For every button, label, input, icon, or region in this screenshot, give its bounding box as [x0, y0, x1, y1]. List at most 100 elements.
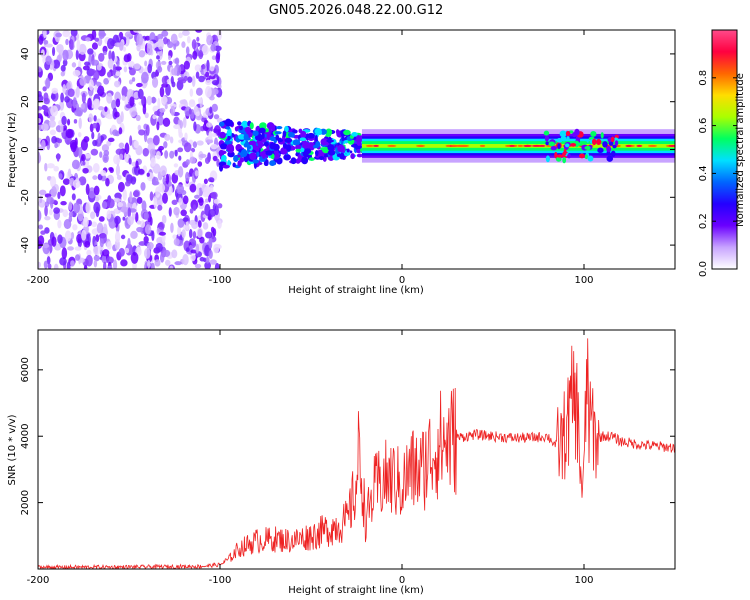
spectrogram-noise-blob	[53, 165, 59, 172]
spectrogram-signal-blob	[218, 150, 227, 155]
spectrogram-noise-blob	[38, 35, 44, 45]
spectrogram-noise-blob	[190, 249, 198, 254]
spectrogram-noise-blob	[57, 234, 63, 244]
snr-x-tick-label: -100	[209, 575, 232, 586]
spectrogram-noise-blob	[86, 249, 92, 256]
spectrogram-noise-blob	[57, 191, 61, 200]
spectrogram-noise-blob	[124, 180, 131, 187]
spectrogram-perturbation-blob	[554, 151, 558, 159]
spectrogram-noise-blob	[214, 262, 220, 269]
spectrogram-signal-blob	[219, 131, 226, 139]
spectrogram-noise-blob	[159, 107, 166, 113]
spectrogram-signal-blob	[226, 129, 232, 137]
spectrogram-noise-blob	[206, 59, 210, 72]
spectrogram-signal-blob	[299, 137, 307, 142]
spectrogram-noise-blob	[62, 59, 68, 67]
spectrogram-signal-blob	[271, 123, 276, 132]
spectrogram-noise-blob	[80, 103, 85, 110]
spectrogram-noise-blob	[42, 86, 47, 92]
spectrogram-perturbation-blob	[587, 155, 594, 162]
snr-x-tick-label: 0	[399, 575, 405, 586]
spectrogram-noise-blob	[67, 88, 75, 97]
spectrogram-peak	[373, 144, 379, 147]
spectrogram-noise-blob	[182, 253, 189, 266]
spectrogram-perturbation-blob	[602, 141, 608, 148]
spectrogram-noise-blob	[135, 114, 141, 122]
spectrogram-noise-blob	[185, 159, 190, 166]
spectrogram-signal-blob	[265, 150, 273, 156]
snr-x-tick-label: 100	[574, 575, 593, 586]
spectrogram-noise-blob	[68, 201, 73, 211]
spectrogram-noise-blob	[106, 210, 112, 220]
spectrogram-noise-blob	[172, 234, 177, 239]
spectrogram-noise-blob	[133, 140, 139, 149]
spectrogram-noise-blob	[93, 254, 100, 262]
spectrogram-noise-blob	[189, 219, 196, 226]
spectrogram-signal-blob	[318, 156, 325, 161]
spectrogram-noise-blob	[92, 139, 98, 147]
spectrogram-perturbation-blob	[565, 130, 571, 137]
spectrogram-noise-blob	[107, 71, 112, 78]
spectrogram-noise-blob	[38, 66, 42, 73]
spectrogram-noise-blob	[106, 241, 112, 250]
spectrogram-noise-blob	[56, 153, 60, 162]
spectrogram-noise-blob	[69, 139, 78, 150]
spectrogram-noise-blob	[107, 38, 115, 50]
spectrogram-noise-blob	[181, 229, 186, 238]
spectrogram-noise-blob	[94, 84, 98, 92]
spectrogram-noise-blob	[94, 37, 100, 42]
spectrogram-noise-blob	[121, 95, 126, 101]
spectrogram-noise-blob	[49, 129, 56, 136]
spectrogram-noise-blob	[43, 39, 49, 45]
spectrogram-noise-blob	[76, 39, 81, 52]
spectrogram-perturbation-blob	[559, 130, 567, 138]
spectrogram-noise-blob	[171, 199, 178, 206]
spectrogram-noise-blob	[173, 163, 179, 168]
spectrogram-noise-blob	[200, 64, 206, 70]
spectrogram-noise-blob	[217, 203, 223, 209]
spectrogram-signal-blob	[240, 149, 248, 157]
spectrogram-noise-blob	[141, 95, 145, 106]
spectrogram-noise-blob	[180, 209, 187, 217]
spectrogram-noise-blob	[146, 172, 150, 177]
spectrogram-noise-blob	[161, 30, 169, 37]
spectrogram-noise-blob	[66, 261, 71, 269]
spectrogram-noise-blob	[157, 97, 161, 110]
spectrogram-noise-blob	[51, 87, 59, 94]
spectrogram-noise-blob	[205, 256, 210, 264]
spectrogram-noise-blob	[117, 201, 123, 208]
spectrogram-perturbation-blob	[556, 137, 563, 143]
spectrogram-noise-blob	[183, 60, 190, 70]
spectrogram-noise-blob	[133, 91, 140, 99]
spectrogram-noise-blob	[197, 97, 202, 104]
spectrogram-noise-blob	[171, 249, 178, 259]
spectrogram-signal-blob	[320, 138, 329, 146]
spectrogram-noise-blob	[185, 247, 190, 252]
spectrogram-noise-blob	[184, 132, 188, 141]
spectrogram-noise-blob	[97, 132, 101, 144]
spectrogram-perturbation-blob	[555, 156, 562, 162]
spectrogram-noise-blob	[51, 46, 56, 57]
spectrogram-noise-blob	[185, 220, 190, 231]
spectrogram-signal-blob	[341, 136, 345, 142]
spectrogram-noise-blob	[44, 106, 49, 113]
spectrogram-perturbation-blob	[574, 128, 580, 136]
spectrogram-noise-blob	[144, 247, 151, 259]
spectrogram-noise-blob	[197, 161, 203, 167]
spectrogram-noise-blob	[60, 64, 66, 72]
spectrogram-noise-blob	[136, 226, 144, 233]
spectrogram-signal-blob	[249, 122, 254, 130]
spectrogram-signal-blob	[256, 151, 260, 157]
spectrogram-noise-blob	[61, 247, 68, 260]
spectrogram-noise-blob	[87, 219, 92, 227]
spectrogram-signal-blob	[282, 130, 287, 138]
spectrogram-noise-blob	[177, 166, 184, 178]
snr-y-axis-label: SNR (10 * v/v)	[7, 414, 18, 485]
spectrogram-noise-blob	[214, 64, 219, 75]
spectrogram-noise-blob	[115, 148, 124, 155]
spectrogram-noise-blob	[41, 123, 49, 131]
spectrogram-noise-blob	[123, 54, 131, 63]
spectrogram-noise-blob	[55, 32, 62, 38]
spectrogram-noise-blob	[156, 200, 161, 206]
spectrogram-noise-blob	[122, 188, 127, 201]
